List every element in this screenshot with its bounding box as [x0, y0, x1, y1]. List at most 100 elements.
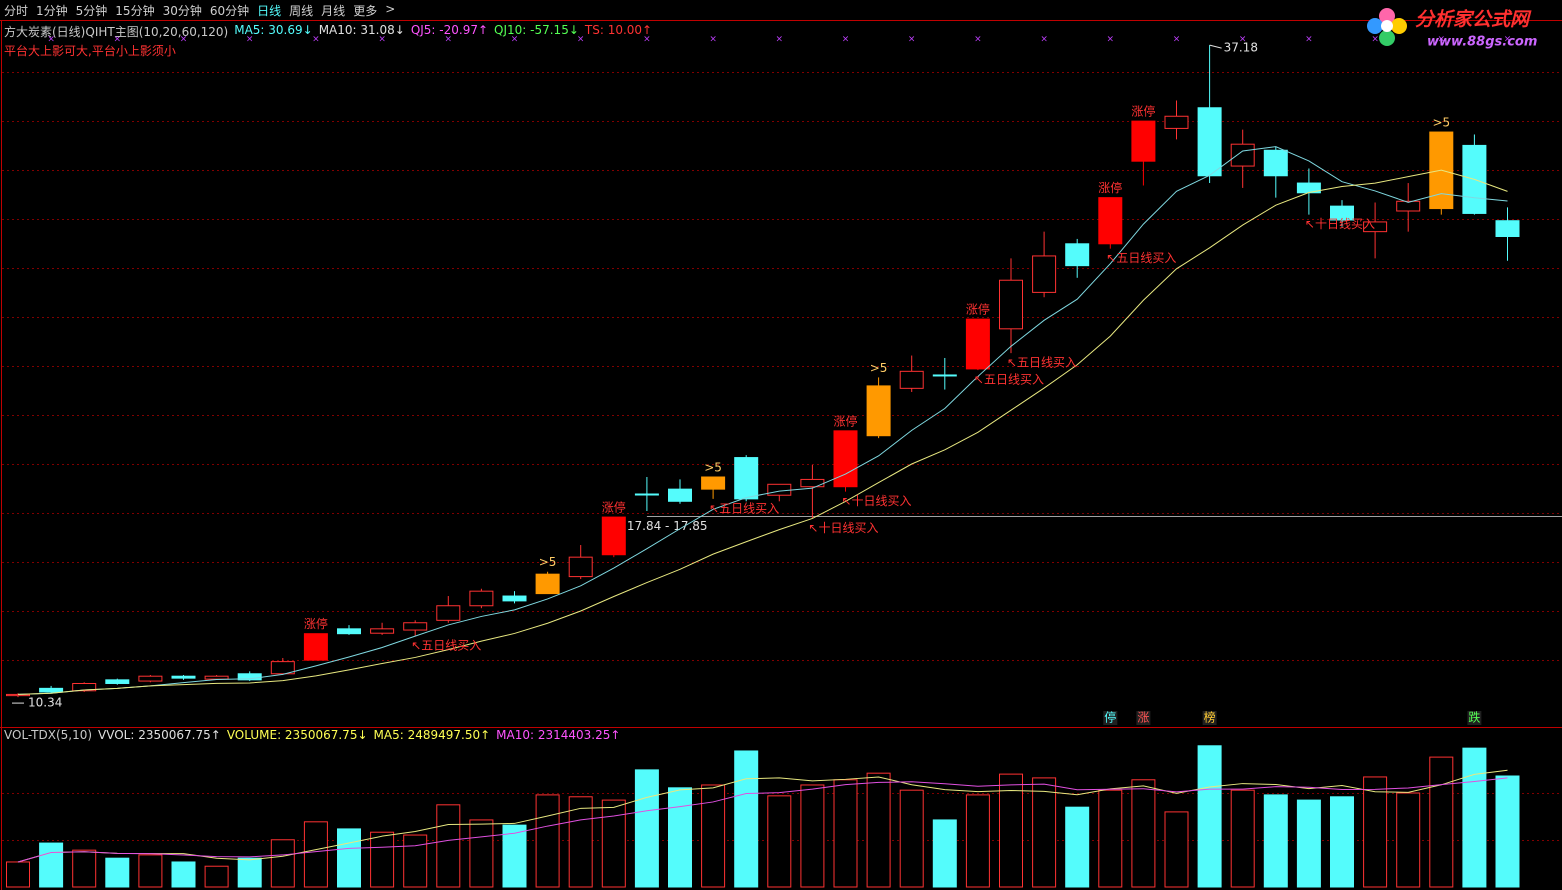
reference-label: 17.84 - 17.85	[627, 519, 708, 533]
note-text: 平台大上影可大,平台小上影须小	[4, 44, 176, 58]
volume-bar	[899, 789, 924, 888]
toolbar-tab[interactable]: 1分钟	[36, 4, 68, 18]
candle-body	[535, 573, 560, 595]
candle-body	[171, 675, 196, 679]
ma-line	[17, 777, 1508, 863]
badge: 榜	[1204, 710, 1216, 725]
volume-bar	[1131, 779, 1156, 888]
candle-body	[39, 687, 64, 693]
toolbar-tab[interactable]: 日线	[257, 4, 282, 18]
legend-item: VVOL: 2350067.75↑	[98, 728, 221, 742]
top-marker: ×	[312, 35, 320, 45]
toolbar-tab[interactable]: 分时	[4, 4, 29, 18]
toolbar-tab[interactable]: 周线	[289, 4, 314, 18]
volume-bar	[171, 861, 196, 888]
annotation: ↖十日线买入	[808, 521, 878, 535]
toolbar-tab[interactable]: >	[385, 2, 396, 16]
annotation: 涨停	[966, 302, 990, 317]
candle-body	[403, 622, 428, 631]
legend-item: QJ5: -20.97↑	[410, 23, 489, 37]
volume-bar	[1197, 745, 1222, 888]
candle-body	[1065, 243, 1090, 267]
annotation: 涨停	[833, 413, 857, 428]
candle-body	[105, 679, 130, 684]
top-marker: ×	[1305, 35, 1313, 45]
badge-box	[1202, 711, 1217, 725]
candle-body	[866, 385, 891, 437]
volume-bar	[601, 799, 626, 888]
ma-line	[17, 169, 1508, 695]
candle-body	[634, 493, 659, 496]
max-leader	[1209, 44, 1222, 49]
toolbar-tab[interactable]: 30分钟	[162, 4, 202, 18]
petal	[1367, 18, 1383, 34]
toolbar-tab[interactable]: 5分钟	[75, 4, 108, 18]
main-header: 方大炭素(日线) QIHT主图(10,20,60,120) MA5: 30.69…	[4, 23, 652, 40]
volume-bar	[436, 804, 461, 888]
volume-bar	[6, 861, 30, 888]
candle-body	[303, 633, 328, 661]
volume-bar	[1429, 756, 1454, 888]
ma-line	[17, 146, 1508, 695]
candle-body	[1495, 220, 1520, 238]
badge: 跌	[1468, 710, 1480, 725]
top-marker: ×	[1173, 35, 1181, 45]
candle-body	[1164, 115, 1189, 129]
volume-bar	[1495, 775, 1520, 888]
top-marker: ×	[974, 35, 982, 45]
legend-item: MA10: 31.08↓	[318, 23, 405, 37]
candle-body	[734, 457, 759, 500]
top-marker: ×	[1371, 35, 1379, 45]
volume-bar	[270, 839, 295, 888]
top-marker: ×	[114, 35, 122, 45]
volume-bar	[237, 857, 262, 888]
volume-bar	[965, 794, 990, 888]
top-marker: ×	[378, 35, 386, 45]
toolbar-tab[interactable]: 更多	[353, 4, 378, 18]
volume-bar	[370, 831, 395, 888]
volume-bar	[1462, 747, 1487, 888]
volume-bar	[1065, 806, 1090, 888]
candle-body	[204, 675, 229, 680]
candle-body	[1131, 120, 1156, 162]
volume-bar	[1330, 796, 1354, 888]
candle-body	[899, 370, 924, 389]
chart-subtitle: QIHT主图(10,20,60,120)	[85, 25, 229, 39]
badge-box	[1467, 711, 1482, 725]
top-marker: ×	[180, 35, 188, 45]
logo-url: www.88gs.com	[1427, 35, 1537, 50]
candle-body	[833, 430, 858, 488]
candle-body	[668, 488, 692, 502]
volume-bar	[39, 842, 64, 888]
annotation: 涨停	[304, 616, 328, 631]
volume-bar	[634, 769, 659, 888]
top-marker: ×	[643, 35, 651, 45]
volume-bar	[204, 865, 229, 888]
volume-bar	[403, 834, 428, 888]
toolbar: 分时 1分钟 5分钟 15分钟 30分钟 60分钟 日线 周线 月线 更多 >	[4, 2, 395, 19]
volume-bar	[535, 794, 560, 888]
annotation: 涨停	[602, 500, 626, 515]
volume-bar	[337, 828, 361, 888]
legend-item: VOLUME: 2350067.75↓	[226, 728, 368, 742]
annotation: >5	[1432, 116, 1450, 130]
toolbar-tab[interactable]: 60分钟	[209, 4, 250, 18]
toolbar-tab[interactable]: 月线	[321, 4, 346, 18]
petal-center	[1381, 20, 1393, 32]
petal	[1379, 8, 1395, 24]
volume-bar	[138, 854, 163, 888]
top-marker: ×	[511, 35, 519, 45]
toolbar-tab[interactable]: 15分钟	[115, 4, 155, 18]
annotation: >5	[704, 461, 722, 475]
volume-bar	[1098, 789, 1123, 888]
candle-body	[1098, 197, 1123, 245]
badge-box	[1103, 711, 1118, 725]
annotation: ↖十日线买入	[1305, 217, 1375, 231]
candle-body	[1197, 107, 1222, 177]
chart-title: 方大炭素(日线)	[4, 25, 86, 39]
volume-bar	[105, 857, 130, 888]
candle-body	[138, 675, 163, 682]
legend-item: QJ10: -57.15↓	[494, 23, 579, 37]
volume-bar	[1363, 776, 1388, 888]
